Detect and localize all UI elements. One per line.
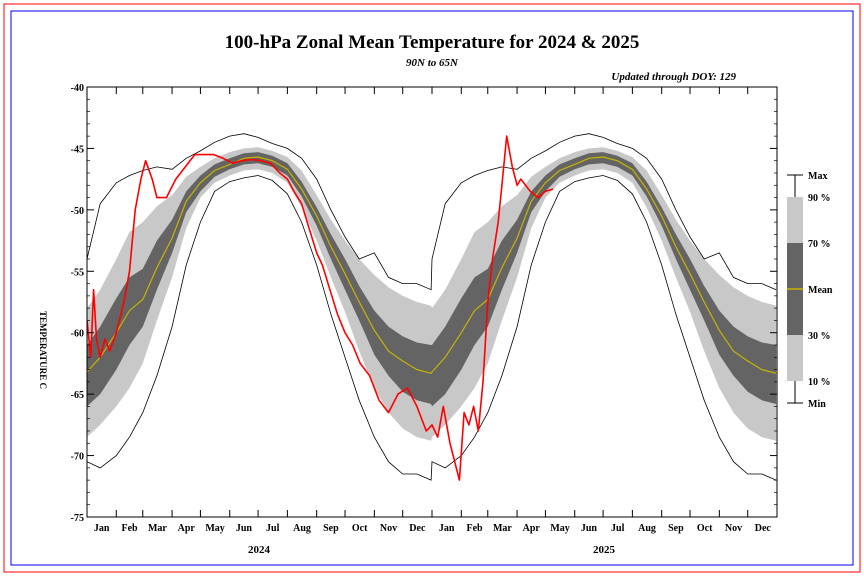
legend-label: 70 % xyxy=(808,239,831,250)
y-tick-label: -55 xyxy=(71,267,84,278)
month-label: May xyxy=(550,523,569,534)
month-label: Dec xyxy=(409,523,426,534)
month-label: Jul xyxy=(266,523,280,534)
mean-line xyxy=(87,156,777,374)
month-label: Aug xyxy=(638,523,656,534)
month-label: Sep xyxy=(668,523,684,534)
y-tick-label: -45 xyxy=(71,144,84,155)
max-line xyxy=(87,133,777,291)
climatology-bands xyxy=(87,147,777,441)
month-label: Dec xyxy=(755,523,772,534)
y-tick-label: -65 xyxy=(71,390,84,401)
month-label: Oct xyxy=(697,523,713,534)
y-axis-label: TEMPERATURE C xyxy=(38,311,48,389)
x-axis: Jan Feb Mar Apr May Jun Jul Aug Sep Oct Nov Dec Jan F… xyxy=(86,87,772,556)
observed-series xyxy=(87,135,554,481)
y-tick-label: -50 xyxy=(71,206,84,217)
month-label: Oct xyxy=(352,523,368,534)
legend-label: 30 % xyxy=(808,331,831,342)
month-label: May xyxy=(205,523,224,534)
legend-label: Mean xyxy=(808,285,833,296)
month-label: Sep xyxy=(323,523,339,534)
month-label: Jan xyxy=(94,523,110,534)
chart-subtitle: 90N to 65N xyxy=(406,57,459,69)
month-label: Feb xyxy=(121,523,138,534)
legend-upper-light xyxy=(787,197,803,243)
month-label: Aug xyxy=(293,523,311,534)
band-30-70 xyxy=(87,152,777,407)
month-label: Nov xyxy=(380,523,397,534)
outer-frame xyxy=(3,3,861,573)
legend: Max 90 % 70 % Mean 30 % 10 % Min xyxy=(787,171,833,410)
y-tick-label: -70 xyxy=(71,452,84,463)
chart-title: 100-hPa Zonal Mean Temperature for 2024 … xyxy=(225,32,640,53)
month-label: Apr xyxy=(178,523,196,534)
climatology-lines xyxy=(87,133,777,481)
inner-frame xyxy=(10,10,854,566)
legend-label: Max xyxy=(808,171,827,182)
legend-lower-light xyxy=(787,335,803,381)
legend-label: 90 % xyxy=(808,193,831,204)
month-label: Feb xyxy=(466,523,483,534)
month-label: Mar xyxy=(148,523,167,534)
year-label: 2024 xyxy=(248,544,271,556)
month-label: Jul xyxy=(611,523,625,534)
month-label: Jun xyxy=(236,523,253,534)
y-axis: -75 -70 -65 -60 -55 -50 -45 -40 xyxy=(71,83,777,524)
month-label: Jun xyxy=(581,523,598,534)
min-line xyxy=(87,175,777,481)
y-tick-label: -60 xyxy=(71,329,84,340)
month-label: Jan xyxy=(439,523,455,534)
observed-line xyxy=(87,135,554,481)
legend-label: 10 % xyxy=(808,377,831,388)
month-label: Mar xyxy=(493,523,512,534)
month-label: Apr xyxy=(523,523,541,534)
year-label: 2025 xyxy=(593,544,616,556)
y-tick-label: -40 xyxy=(71,83,84,94)
y-tick-label: -75 xyxy=(71,513,84,524)
month-label: Nov xyxy=(725,523,742,534)
updated-note: Updated through DOY: 129 xyxy=(611,71,736,83)
plot-frame xyxy=(86,86,778,518)
legend-label: Min xyxy=(808,399,826,410)
